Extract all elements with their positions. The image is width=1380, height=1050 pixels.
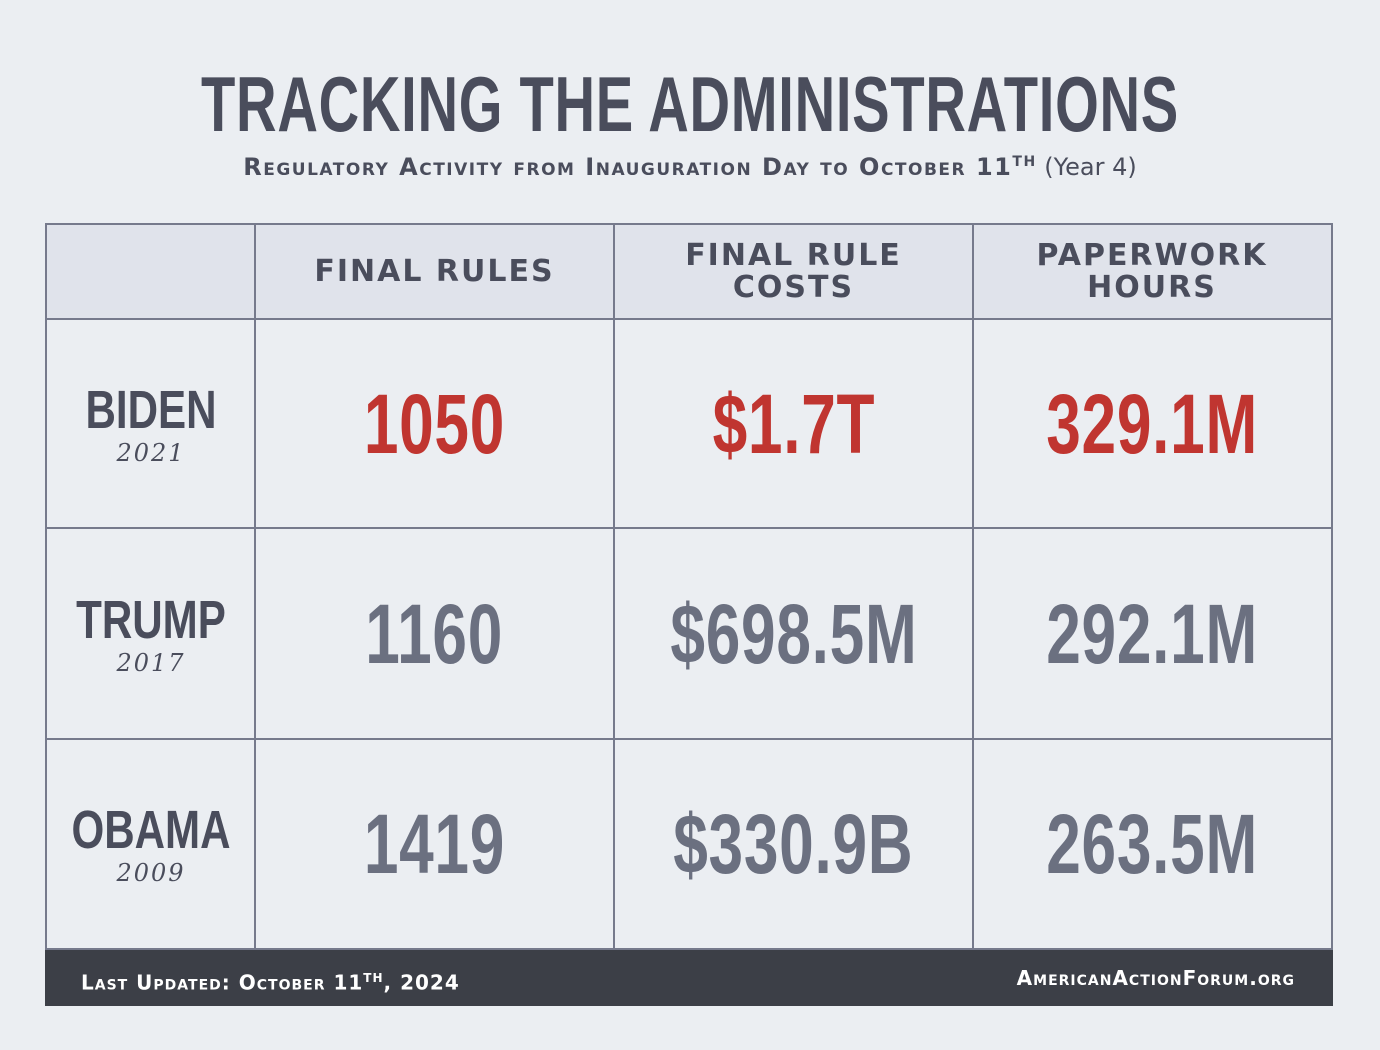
column-header: PAPERWORK HOURS	[1036, 238, 1268, 305]
administration-name: OBAMA	[71, 799, 231, 860]
table-cell: $1.7T	[614, 319, 973, 528]
row-divider	[47, 738, 1331, 740]
column-divider	[613, 225, 615, 948]
column-header: FINAL RULES	[314, 254, 555, 289]
table-cell: 292.1M	[973, 528, 1331, 739]
row-label-trump: TRUMP 2017	[47, 528, 255, 739]
administration-name: TRUMP	[76, 589, 226, 650]
row-divider	[47, 527, 1331, 529]
regulatory-table: FINAL RULES FINAL RULE COSTS PAPERWORK HOU…	[45, 223, 1333, 950]
column-divider	[254, 225, 256, 948]
footer-bar: Last Updated: October 11TH, 2024 America…	[45, 950, 1333, 1006]
table-cell: 329.1M	[973, 319, 1331, 528]
last-updated-superscript: TH	[363, 971, 384, 985]
row-label-biden: BIDEN 2021	[47, 319, 255, 528]
last-updated-year: , 2024	[383, 970, 460, 995]
administration-year: 2021	[116, 438, 186, 467]
row-divider	[47, 318, 1331, 320]
last-updated: Last Updated: October 11TH, 2024	[81, 950, 460, 1006]
cell-value: $1.7T	[712, 376, 875, 471]
last-updated-label: Last Updated: October 11	[81, 970, 364, 995]
column-header: FINAL RULE COSTS	[685, 238, 902, 305]
row-label-obama: OBAMA 2009	[47, 739, 255, 948]
cell-value: 1050	[363, 376, 506, 471]
administration-year: 2009	[116, 858, 186, 887]
subtitle-main: Regulatory Activity from Inauguration Da…	[243, 153, 1013, 181]
column-divider	[972, 225, 974, 948]
administration-name: BIDEN	[85, 379, 217, 440]
cell-value: 263.5M	[1046, 796, 1258, 891]
table-header-background	[47, 225, 1331, 319]
cell-value: 329.1M	[1046, 376, 1258, 471]
cell-value: $330.9B	[673, 796, 914, 891]
table-cell: 263.5M	[973, 739, 1331, 948]
table-cell: 1050	[255, 319, 614, 528]
subtitle-superscript: TH	[1012, 154, 1037, 170]
table-cell: $698.5M	[614, 528, 973, 739]
cell-value: 1160	[365, 586, 504, 681]
site-link[interactable]: AmericanActionForum.org	[1016, 966, 1295, 990]
table-cell: 1160	[255, 528, 614, 739]
table-cell: 1419	[255, 739, 614, 948]
administration-year: 2017	[116, 648, 186, 677]
cell-value: 1419	[363, 796, 506, 891]
table-cell: $330.9B	[614, 739, 973, 948]
page-subtitle: Regulatory Activity from Inauguration Da…	[0, 145, 1380, 184]
subtitle-suffix: (Year 4)	[1036, 153, 1137, 181]
cell-value: $698.5M	[669, 586, 918, 681]
cell-value: 292.1M	[1046, 586, 1258, 681]
page-title: TRACKING THE ADMINISTRATIONS	[201, 60, 1179, 148]
